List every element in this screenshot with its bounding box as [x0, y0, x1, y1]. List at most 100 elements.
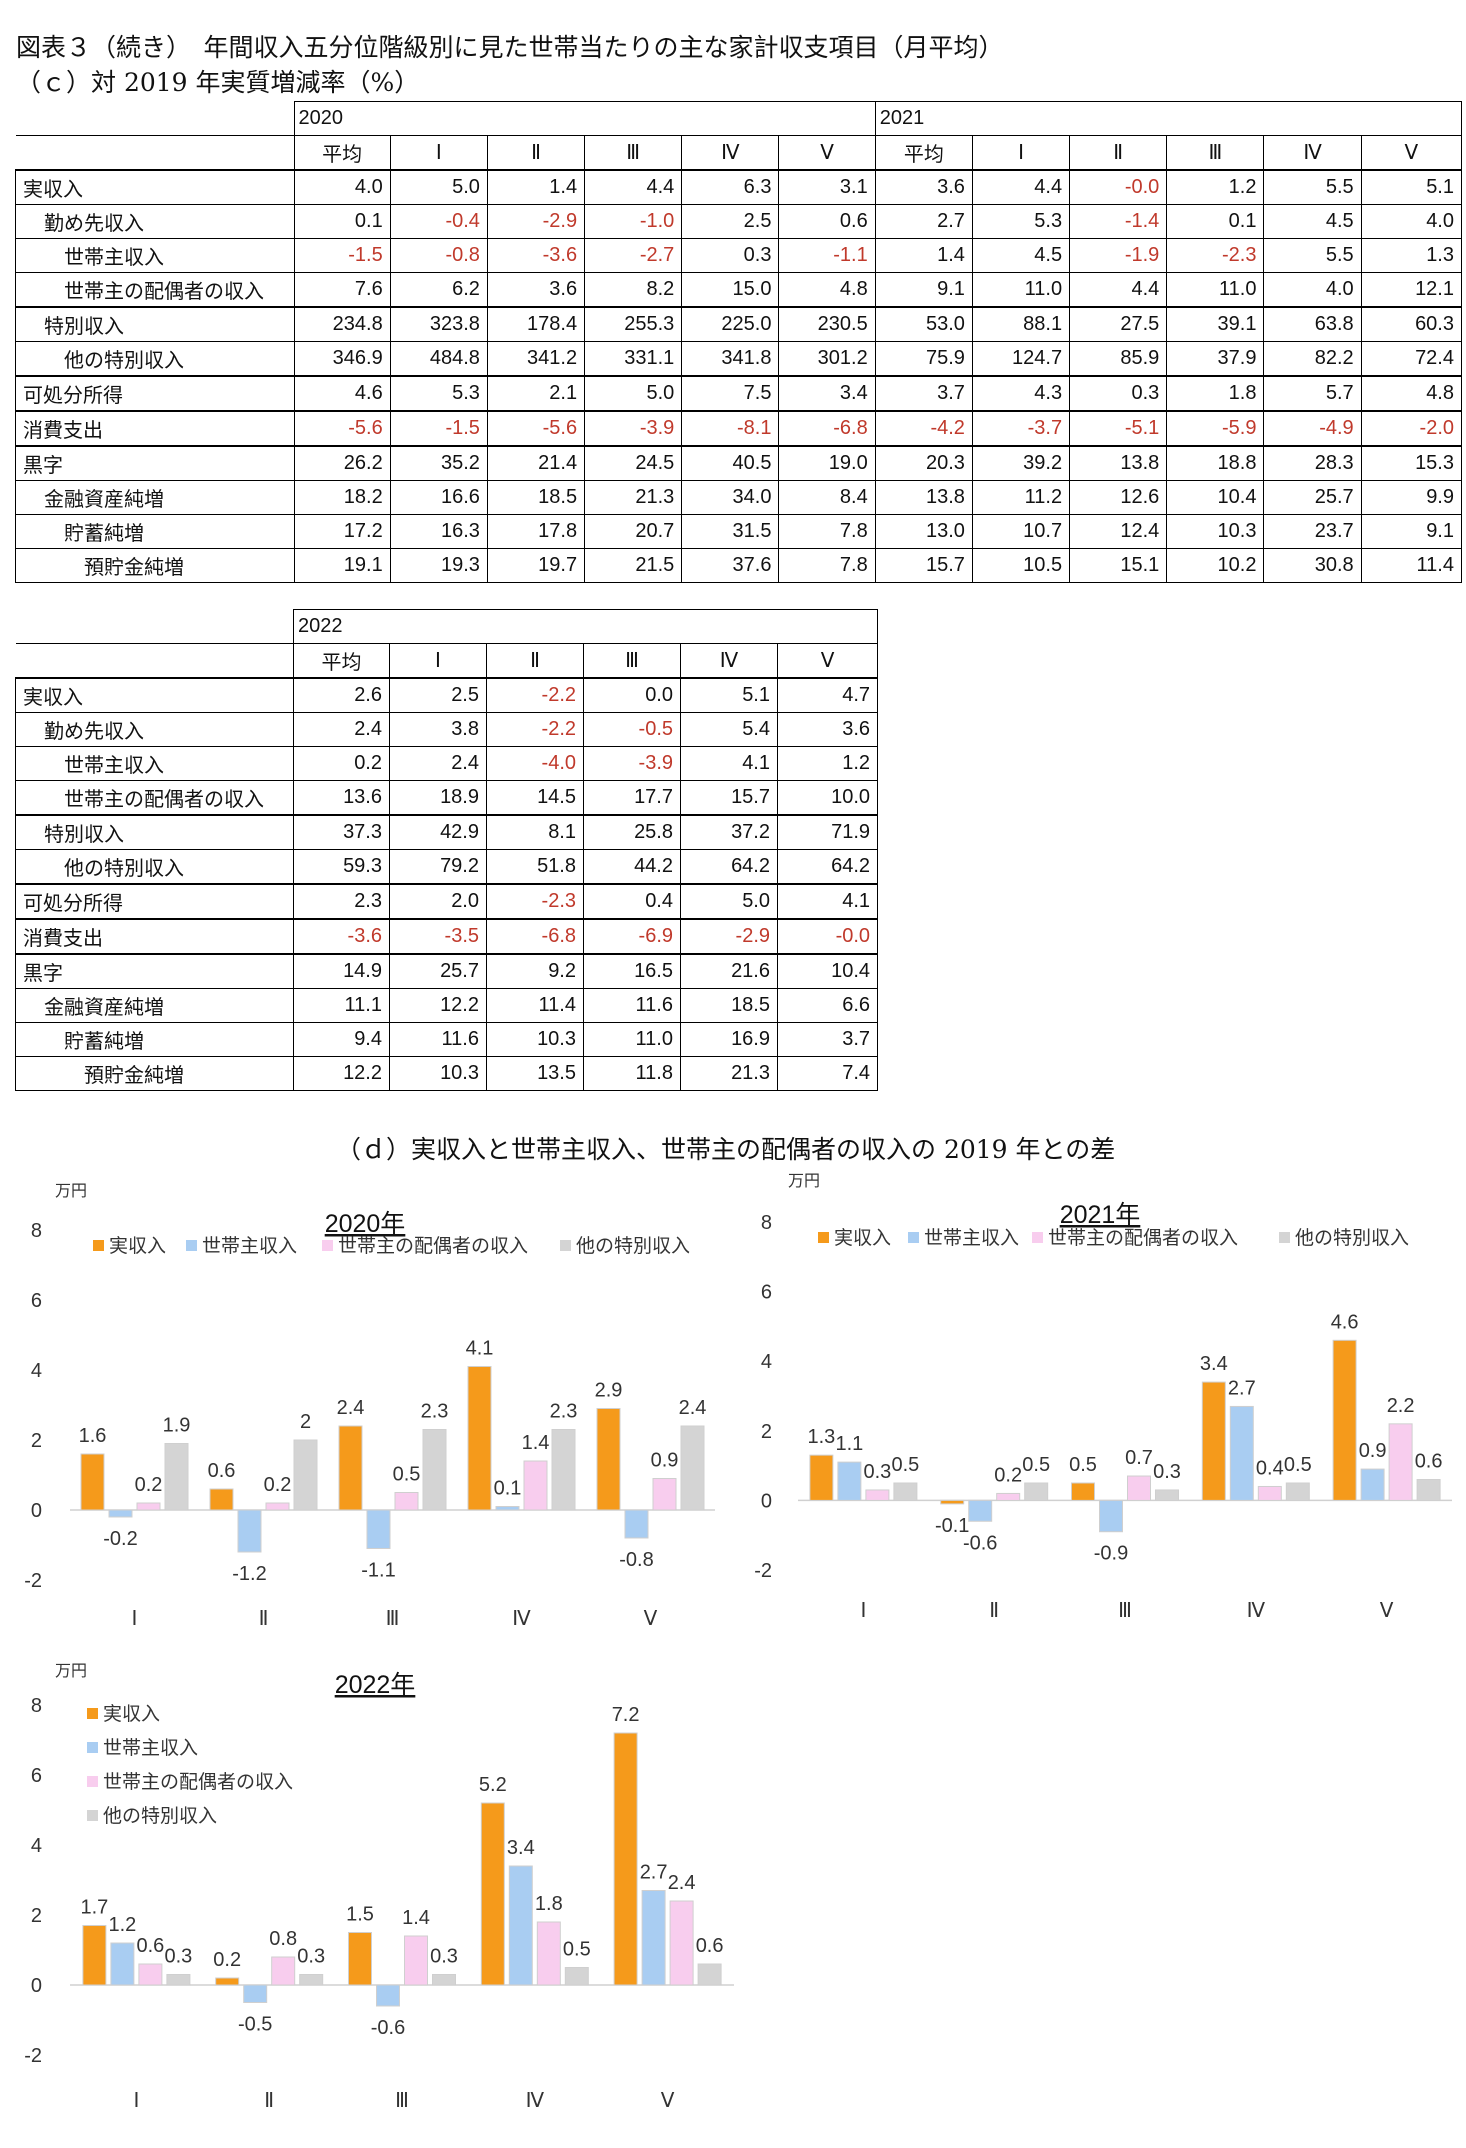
table-cell: -4.9 [1263, 410, 1362, 447]
legend-swatch [1279, 1232, 1290, 1243]
table-cell: 51.8 [486, 849, 584, 885]
data-label: 1.1 [835, 1433, 863, 1455]
table-cell: 4.1 [776, 883, 879, 920]
table-cell: 6.3 [681, 169, 780, 205]
table-cell: 5.3 [971, 204, 1071, 239]
table-row: 世帯主の配偶者の収入 13.6 18.9 14.5 17.7 15.7 10.0 [15, 780, 879, 816]
y-tick-label: 4 [31, 1360, 42, 1382]
row-label: 世帯主の配偶者の収入 [15, 780, 294, 816]
bar [215, 1977, 240, 1986]
table-cell: 11.0 [1166, 272, 1265, 308]
table-cell: 18.8 [1166, 445, 1265, 481]
table-cell: 4.4 [1069, 272, 1168, 308]
y-tick-label: 8 [31, 1220, 42, 1242]
data-label: 0.6 [696, 1935, 724, 1957]
row-label: 実収入 [15, 169, 295, 205]
row-label: 可処分所得 [15, 883, 294, 920]
table-cell: -2.7 [584, 238, 683, 273]
bar [996, 1492, 1021, 1501]
table-cell: 2.1 [486, 375, 586, 412]
row-label: 世帯主の配偶者の収入 [15, 272, 295, 308]
table-cell: 20.7 [584, 514, 683, 549]
year-header: 2020 [293, 101, 876, 136]
table-cell: 2.0 [389, 883, 487, 920]
column-header: Ⅳ [1263, 135, 1362, 171]
table-corner [15, 643, 294, 679]
table-cell: 3.1 [778, 169, 876, 205]
data-label: 0.3 [164, 1946, 192, 1968]
table-cell: 11.6 [583, 988, 681, 1023]
y-tick-label: 8 [761, 1212, 772, 1234]
y-unit-label: 万円 [55, 1663, 87, 1680]
column-header: Ⅴ [778, 135, 876, 171]
table-cell: 11.1 [293, 988, 390, 1023]
data-label: 0.5 [563, 1939, 591, 1961]
table-cell: 21.5 [584, 548, 683, 583]
y-tick-label: 6 [31, 1290, 42, 1312]
table-cell: 12.4 [1069, 514, 1168, 549]
table-cell: 0.4 [583, 883, 681, 920]
table-cell: 10.2 [1166, 548, 1265, 583]
table-cell: -0.5 [583, 712, 681, 747]
table-cell: 25.8 [583, 814, 681, 850]
table-cell: 2.5 [389, 677, 487, 713]
table-cell: -3.5 [389, 918, 487, 955]
row-label: 勤め先収入 [15, 204, 295, 239]
table-cell: 5.5 [1263, 169, 1362, 205]
table-cell: 85.9 [1069, 341, 1168, 377]
data-label: 0.4 [1256, 1457, 1284, 1479]
table-corner [15, 135, 295, 171]
table-cell: 0.3 [1069, 375, 1168, 412]
legend-label: 他の特別収入 [576, 1235, 690, 1257]
data-label: 0.3 [863, 1461, 891, 1483]
figure-title: 図表３（続き） 年間収入五分位階級別に見た世帯当たりの主な家計収支項目（月平均） [16, 33, 1004, 62]
table-cell: 3.6 [874, 169, 973, 205]
table-cell: 12.6 [1069, 480, 1168, 515]
table-cell: 11.2 [971, 480, 1071, 515]
table-cell: 23.7 [1263, 514, 1362, 549]
data-label: 2.3 [550, 1401, 578, 1423]
table-cell: 1.4 [486, 169, 586, 205]
row-label: 他の特別収入 [15, 341, 295, 377]
table-cell: 5.0 [584, 375, 683, 412]
table-cell: 1.4 [874, 238, 973, 273]
data-label: 2.4 [337, 1397, 365, 1419]
bar [480, 1802, 505, 1986]
table-cell: -6.8 [778, 410, 876, 447]
row-label: 消費支出 [15, 918, 294, 955]
data-label: 0.5 [1284, 1454, 1312, 1476]
bar [1024, 1482, 1049, 1501]
table-cell: 26.2 [293, 445, 391, 481]
bar [348, 1932, 372, 1986]
table-cell: 18.9 [389, 780, 487, 816]
table-cell: 7.4 [776, 1056, 879, 1091]
data-label: 0.7 [1125, 1447, 1153, 1469]
legend-label: 実収入 [103, 1703, 160, 1725]
table-cell: 323.8 [389, 306, 488, 342]
table-cell: 11.4 [1360, 548, 1463, 583]
table-cell: 59.3 [293, 849, 390, 885]
x-tick-label: Ⅲ [1118, 1600, 1132, 1622]
bar [1257, 1485, 1282, 1501]
bar [1332, 1339, 1357, 1501]
data-label: 0.5 [891, 1454, 919, 1476]
table-cell: 2.7 [874, 204, 973, 239]
table-row: 特別収入 234.8 323.8 178.4 255.3 225.0 230.5 53.0 88… [15, 306, 1463, 342]
data-label: 0.3 [297, 1946, 325, 1968]
data-label: 1.5 [346, 1904, 374, 1926]
table-corner [15, 101, 295, 136]
x-tick-label: Ⅰ [132, 1608, 138, 1630]
table-cell: 18.2 [293, 480, 391, 515]
table-cell: 2.5 [681, 204, 780, 239]
chart-title: 2022年 [335, 1671, 416, 1699]
y-tick-label: 6 [761, 1282, 772, 1304]
table-cell: 4.5 [971, 238, 1071, 273]
table-cell: 16.9 [680, 1022, 778, 1057]
bar [1099, 1499, 1123, 1533]
x-tick-label: Ⅴ [644, 1608, 658, 1630]
table-cell: 16.3 [389, 514, 488, 549]
data-label: 1.7 [80, 1897, 108, 1919]
row-label: 貯蓄純増 [15, 1022, 294, 1057]
table-cell: 5.3 [389, 375, 488, 412]
table-cell: 2.4 [389, 746, 487, 781]
